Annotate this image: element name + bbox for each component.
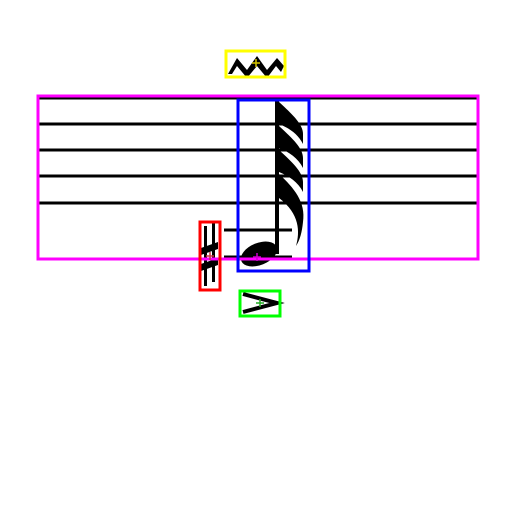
sharp-accidental <box>201 222 218 286</box>
sharp-stroke <box>212 222 215 282</box>
accent-articulation <box>242 292 285 314</box>
staff-annotation-box <box>36 94 480 261</box>
accidental-annotation-box <box>198 220 222 292</box>
center-markers <box>206 59 264 307</box>
center-marker <box>256 299 264 307</box>
articulation-annotation-box <box>238 289 282 318</box>
note-flag <box>279 174 304 246</box>
note-flag <box>279 150 303 192</box>
staff <box>38 96 478 205</box>
note-stem <box>275 100 279 254</box>
note-flag <box>279 126 303 168</box>
note-annotation-box <box>236 98 311 273</box>
sharp-bar <box>201 242 218 255</box>
sharp-bar <box>201 258 218 271</box>
center-marker <box>253 253 261 261</box>
note-flag <box>279 102 303 144</box>
sharp-stroke <box>204 226 207 286</box>
center-marker <box>252 59 260 67</box>
ornament-annotation-box <box>224 49 287 79</box>
annotation-boxes <box>36 49 480 318</box>
accent-glyph <box>242 292 285 314</box>
center-marker <box>206 252 214 260</box>
notehead <box>240 241 278 267</box>
note-flags <box>279 102 304 246</box>
